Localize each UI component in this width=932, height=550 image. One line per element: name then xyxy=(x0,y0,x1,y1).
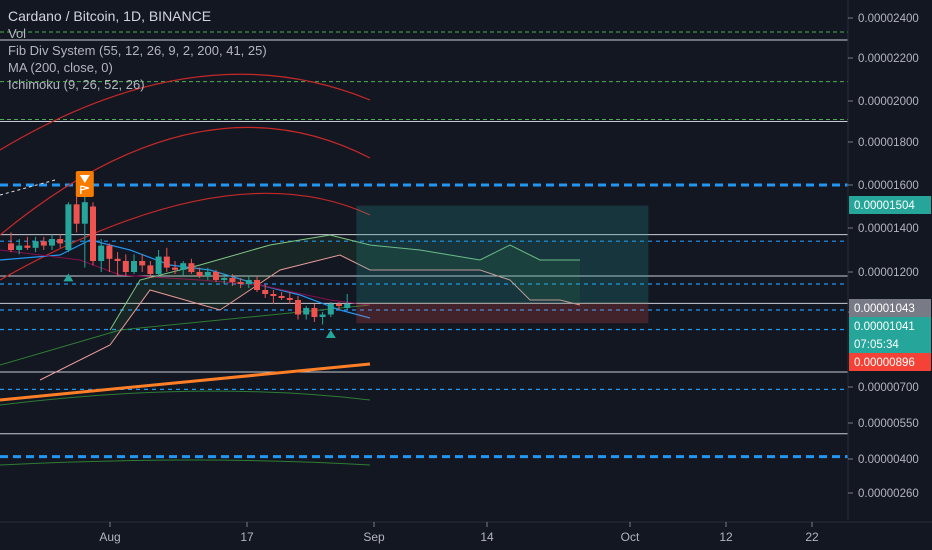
candle-body xyxy=(8,243,14,250)
y-tick-label: 0.00000700 xyxy=(858,382,919,394)
y-tick-label: 0.00002000 xyxy=(858,96,919,108)
candle-body xyxy=(24,245,31,248)
flag-arrow xyxy=(79,175,90,183)
price-axis[interactable]: 0.00002400 0.00002200 0.00002000 0.00001800… xyxy=(847,0,919,520)
candle-body xyxy=(131,261,137,272)
candle-body xyxy=(139,261,146,266)
price-tag-label: 0.00001043 xyxy=(854,303,915,315)
price-tag-label: 07:05:34 xyxy=(854,339,899,351)
candle-body xyxy=(327,304,334,315)
candle-body xyxy=(221,278,228,280)
candle-body xyxy=(245,280,252,284)
price-tag xyxy=(849,353,931,371)
x-tick-label: 17 xyxy=(240,530,254,544)
x-tick-label: 14 xyxy=(480,530,494,544)
candle-body xyxy=(172,267,178,270)
candle-body xyxy=(254,280,260,290)
ma-200-line xyxy=(0,362,371,402)
candle-body xyxy=(65,204,72,250)
fib-band-upper xyxy=(0,73,371,151)
candle-body xyxy=(122,261,129,272)
indicator-lines xyxy=(0,73,581,466)
flag-icon xyxy=(80,185,89,194)
candle-body xyxy=(278,296,285,298)
candle-body xyxy=(188,263,195,272)
loss-zone xyxy=(356,303,649,324)
candles xyxy=(8,185,351,325)
candle-body xyxy=(32,241,39,248)
candle-body xyxy=(90,206,96,261)
price-tag xyxy=(849,335,931,353)
candle-body xyxy=(155,256,162,274)
ichimoku-span-b xyxy=(39,254,581,381)
position-box[interactable] xyxy=(356,205,649,324)
price-tag xyxy=(849,299,931,317)
y-tick-label: 0.00000550 xyxy=(858,418,919,430)
y-tick-label: 0.00001600 xyxy=(858,180,919,192)
candle-body xyxy=(336,304,342,306)
candle-body xyxy=(319,314,326,317)
candle-body xyxy=(311,308,318,317)
x-tick-label: Aug xyxy=(99,530,120,544)
candle-body xyxy=(303,308,310,315)
candle-body xyxy=(98,245,105,261)
candle-body xyxy=(114,258,121,261)
markers xyxy=(63,171,336,338)
candle-body xyxy=(237,282,244,284)
price-tags: 0.00001504 0.00001043 0.00001041 07:05:34 0.… xyxy=(849,196,931,371)
y-tick-label: 0.00002200 xyxy=(858,53,919,65)
candle-body xyxy=(147,265,154,274)
candle-body xyxy=(180,263,187,270)
buy-triangle xyxy=(325,330,336,338)
candle-body xyxy=(295,300,301,315)
x-tick-label: Oct xyxy=(621,530,640,544)
profit-zone xyxy=(356,205,649,304)
y-tick-label: 0.00000400 xyxy=(858,454,919,466)
fib-band-green-low xyxy=(0,390,371,406)
y-tick-label: 0.00001400 xyxy=(858,223,919,235)
candle-body xyxy=(213,272,219,280)
ichimoku-cloud xyxy=(110,235,580,345)
flag-marker xyxy=(75,171,94,197)
fib-band-green-vol xyxy=(0,459,371,466)
candle-body xyxy=(344,303,351,308)
candle-body xyxy=(229,278,236,282)
horizontal-levels xyxy=(0,31,848,459)
base-line xyxy=(0,249,371,306)
y-tick-label: 0.00002400 xyxy=(858,13,919,25)
candle-body xyxy=(40,241,47,246)
fib-band-lower xyxy=(0,192,371,281)
price-tag-label: 0.00001504 xyxy=(854,200,915,212)
price-tag-label: 0.00001041 xyxy=(854,321,915,333)
price-tag-label: 0.00000896 xyxy=(854,357,915,369)
buy-triangle xyxy=(63,273,74,282)
y-tick-label: 0.00000260 xyxy=(858,488,919,500)
price-tag xyxy=(849,317,931,335)
candle-body xyxy=(73,204,80,224)
fib-band-mid xyxy=(0,126,371,236)
candle-body xyxy=(57,239,64,244)
candle-body xyxy=(49,239,55,246)
candle-body xyxy=(270,294,277,296)
x-tick-label: 12 xyxy=(719,530,733,544)
candle-body xyxy=(286,298,293,300)
x-tick-label: 22 xyxy=(805,530,819,544)
candle-body xyxy=(81,202,88,224)
candle-body xyxy=(163,256,170,268)
candle-body xyxy=(106,245,113,259)
candle-body xyxy=(262,290,269,294)
candle-body xyxy=(196,272,203,276)
x-tick-label: Sep xyxy=(363,530,385,544)
y-tick-label: 0.00001800 xyxy=(858,137,919,149)
y-tick-label: 0.00001200 xyxy=(858,267,919,279)
price-tag xyxy=(849,196,931,214)
candle-body xyxy=(204,272,211,276)
time-axis[interactable]: Aug 17 Sep 14 Oct 12 22 xyxy=(0,521,932,544)
fib-band-green xyxy=(0,304,371,366)
ichimoku-span-a xyxy=(109,234,580,331)
candle-body xyxy=(16,245,23,250)
